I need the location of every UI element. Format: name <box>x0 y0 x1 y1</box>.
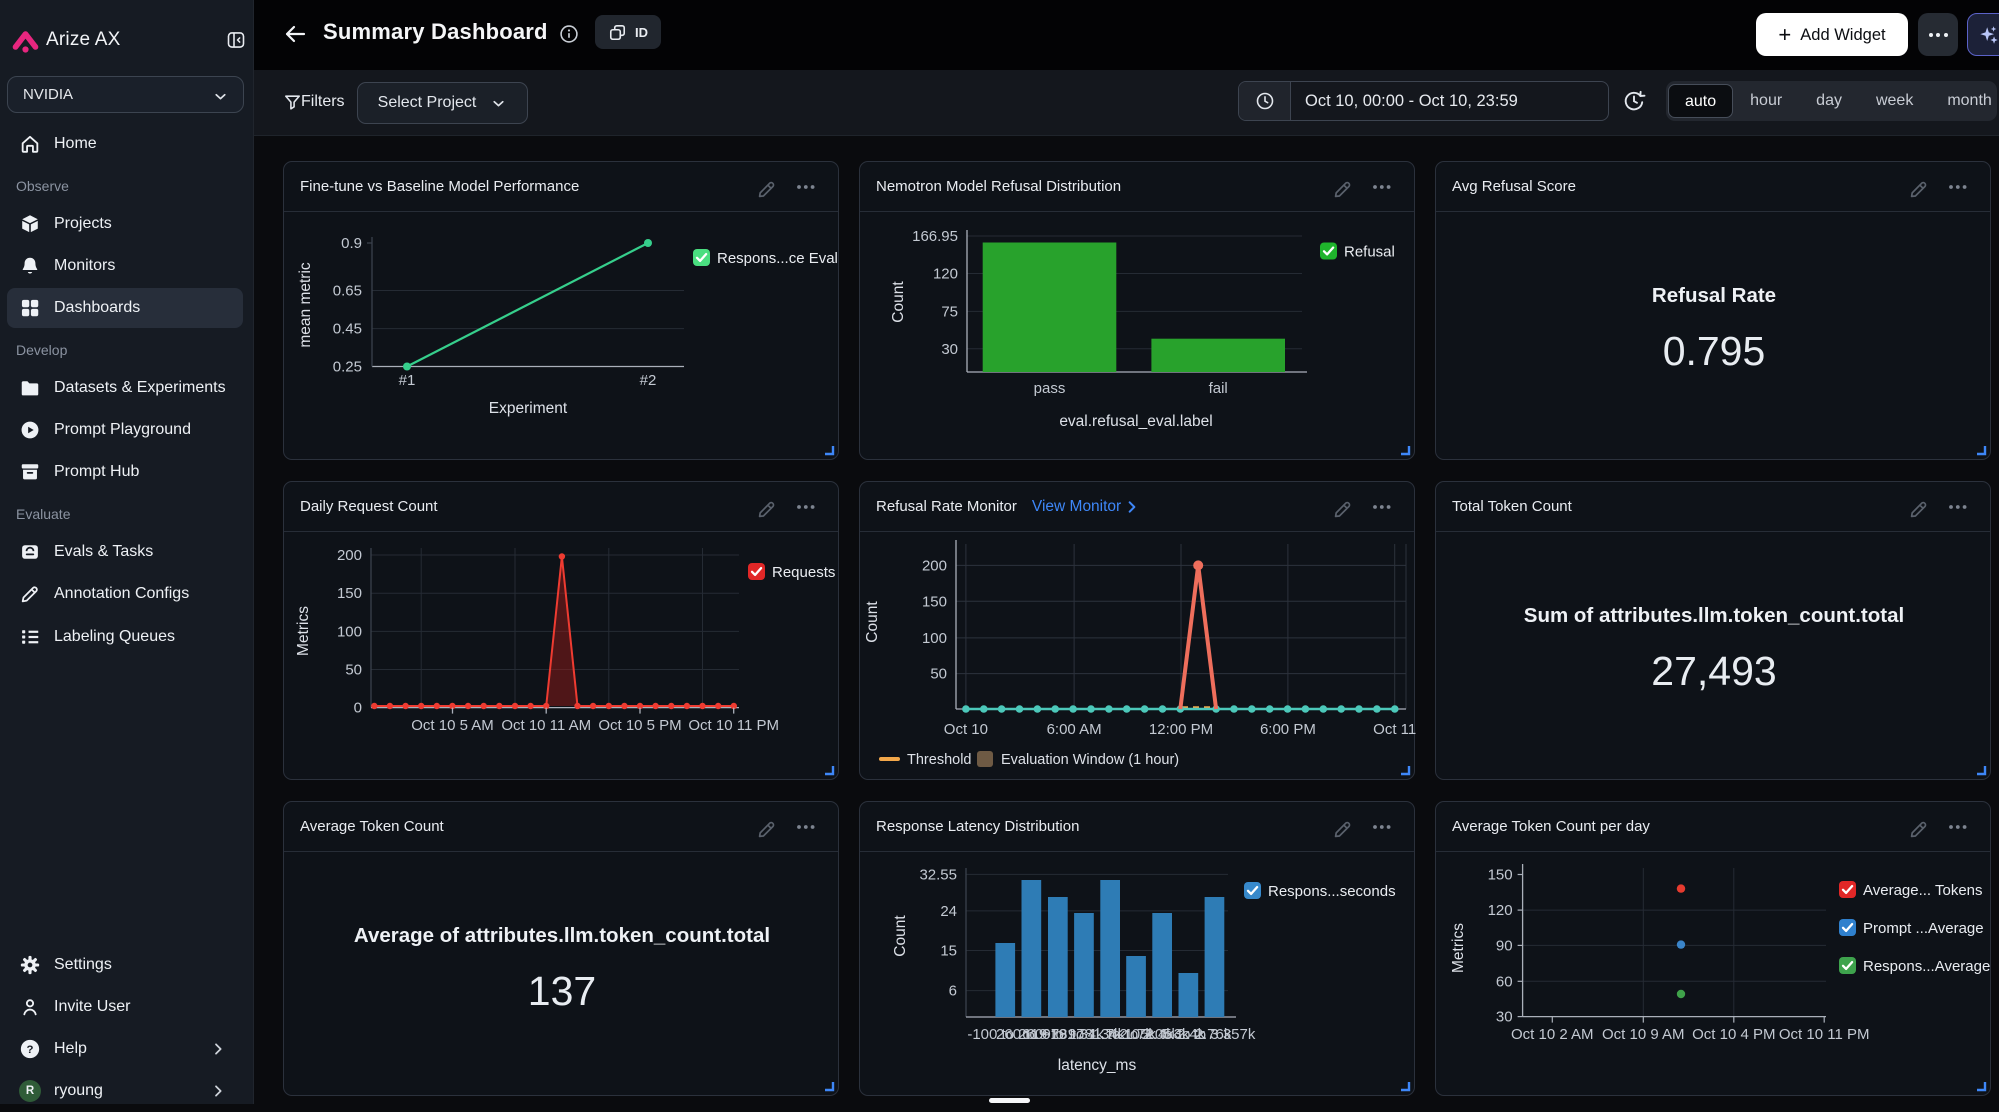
svg-text:3k to 3.357k: 3k to 3.357k <box>1174 1026 1256 1043</box>
svg-text:Respons...ce Eval: Respons...ce Eval <box>717 250 838 267</box>
svg-text:27,493: 27,493 <box>1651 648 1776 694</box>
svg-text:15: 15 <box>940 943 957 960</box>
svg-text:Average... Tokens: Average... Tokens <box>1863 882 1983 899</box>
svg-text:Oct 10 2 AM: Oct 10 2 AM <box>1511 1026 1594 1043</box>
svg-text:150: 150 <box>337 585 362 602</box>
svg-text:0.9: 0.9 <box>341 235 362 252</box>
svg-text:24: 24 <box>940 903 957 920</box>
svg-text:Oct 10 5 AM: Oct 10 5 AM <box>411 717 494 734</box>
svg-text:Requests: Requests <box>772 564 835 581</box>
svg-text:150: 150 <box>922 593 947 610</box>
svg-text:#2: #2 <box>640 372 657 389</box>
svg-text:Count: Count <box>864 601 881 643</box>
svg-text:eval.refusal_eval.label: eval.refusal_eval.label <box>1059 413 1212 430</box>
svg-text:60: 60 <box>1496 973 1513 990</box>
svg-text:Experiment: Experiment <box>489 400 568 417</box>
svg-text:6:00 AM: 6:00 AM <box>1047 721 1102 738</box>
svg-text:fail: fail <box>1209 380 1228 397</box>
svg-text:30: 30 <box>1496 1009 1513 1026</box>
svg-text:0.795: 0.795 <box>1663 328 1766 374</box>
svg-text:Oct 10 5 PM: Oct 10 5 PM <box>598 717 681 734</box>
svg-text:#1: #1 <box>399 372 416 389</box>
svg-text:30: 30 <box>941 341 958 358</box>
svg-text:Respons...seconds: Respons...seconds <box>1268 883 1396 900</box>
svg-text:0.25: 0.25 <box>333 359 362 376</box>
svg-text:Average of attributes.llm.toke: Average of attributes.llm.token_count.to… <box>354 924 770 947</box>
svg-text:-100 to 260: -100 to 260 <box>967 1026 1043 1043</box>
svg-text:Oct 10: Oct 10 <box>944 721 988 738</box>
svg-text:50: 50 <box>930 666 947 683</box>
svg-text:619 to 978: 619 to 978 <box>1022 1026 1093 1043</box>
svg-text:50: 50 <box>345 662 362 679</box>
svg-text:12:00 PM: 12:00 PM <box>1149 721 1213 738</box>
svg-text:mean metric: mean metric <box>297 262 314 348</box>
svg-text:200: 200 <box>337 547 362 564</box>
svg-text:?: ? <box>27 1043 34 1055</box>
svg-text:Oct 10 4 PM: Oct 10 4 PM <box>1692 1026 1775 1043</box>
svg-text:137: 137 <box>528 968 596 1014</box>
svg-text:260 to 619: 260 to 619 <box>996 1026 1067 1043</box>
svg-text:latency_ms: latency_ms <box>1058 1057 1137 1074</box>
svg-text:32.55: 32.55 <box>919 866 957 883</box>
svg-text:Sum of attributes.llm.token_co: Sum of attributes.llm.token_count.total <box>1524 604 1904 627</box>
svg-text:0.45: 0.45 <box>333 321 362 338</box>
svg-text:Metrics: Metrics <box>295 606 312 656</box>
svg-text:Oct 11: Oct 11 <box>1373 721 1416 738</box>
svg-text:6:00 PM: 6:00 PM <box>1260 721 1316 738</box>
svg-text:Oct 10 11 AM: Oct 10 11 AM <box>501 717 591 734</box>
svg-text:Count: Count <box>892 915 909 957</box>
svg-text:2.4k to 2.76k: 2.4k to 2.76k <box>1145 1026 1231 1043</box>
svg-text:2.05k to 2.4k: 2.05k to 2.4k <box>1119 1026 1205 1043</box>
svg-text:Count: Count <box>890 281 907 323</box>
svg-text:Metrics: Metrics <box>1450 923 1467 973</box>
svg-text:90: 90 <box>1496 937 1513 954</box>
svg-text:978 to 1.34k: 978 to 1.34k <box>1043 1026 1126 1043</box>
svg-text:1.34k to 1.7k: 1.34k to 1.7k <box>1067 1026 1153 1043</box>
svg-text:0.65: 0.65 <box>333 283 362 300</box>
svg-text:150: 150 <box>1488 867 1513 884</box>
svg-text:1.7k to 2.05k: 1.7k to 2.05k <box>1093 1026 1179 1043</box>
svg-text:100: 100 <box>922 630 947 647</box>
svg-text:Respons...Average: Respons...Average <box>1863 958 1990 975</box>
svg-text:0: 0 <box>354 700 362 717</box>
svg-text:Threshold: Threshold <box>907 752 971 768</box>
svg-text:Oct 10 9 AM: Oct 10 9 AM <box>1602 1026 1685 1043</box>
svg-text:200: 200 <box>922 557 947 574</box>
svg-text:166.95: 166.95 <box>912 228 958 245</box>
svg-text:6: 6 <box>949 983 957 1000</box>
svg-text:pass: pass <box>1034 380 1066 397</box>
svg-text:Refusal: Refusal <box>1344 244 1395 261</box>
svg-text:100: 100 <box>337 623 362 640</box>
svg-text:120: 120 <box>933 266 958 283</box>
svg-text:Oct 10 11 PM: Oct 10 11 PM <box>1779 1026 1870 1043</box>
svg-text:120: 120 <box>1488 902 1513 919</box>
svg-text:Refusal Rate: Refusal Rate <box>1652 284 1776 307</box>
svg-text:Evaluation Window (1 hour): Evaluation Window (1 hour) <box>1001 752 1179 768</box>
svg-text:Oct 10 11 PM: Oct 10 11 PM <box>688 717 779 734</box>
svg-text:Prompt ...Average: Prompt ...Average <box>1863 920 1984 937</box>
svg-text:75: 75 <box>941 303 958 320</box>
